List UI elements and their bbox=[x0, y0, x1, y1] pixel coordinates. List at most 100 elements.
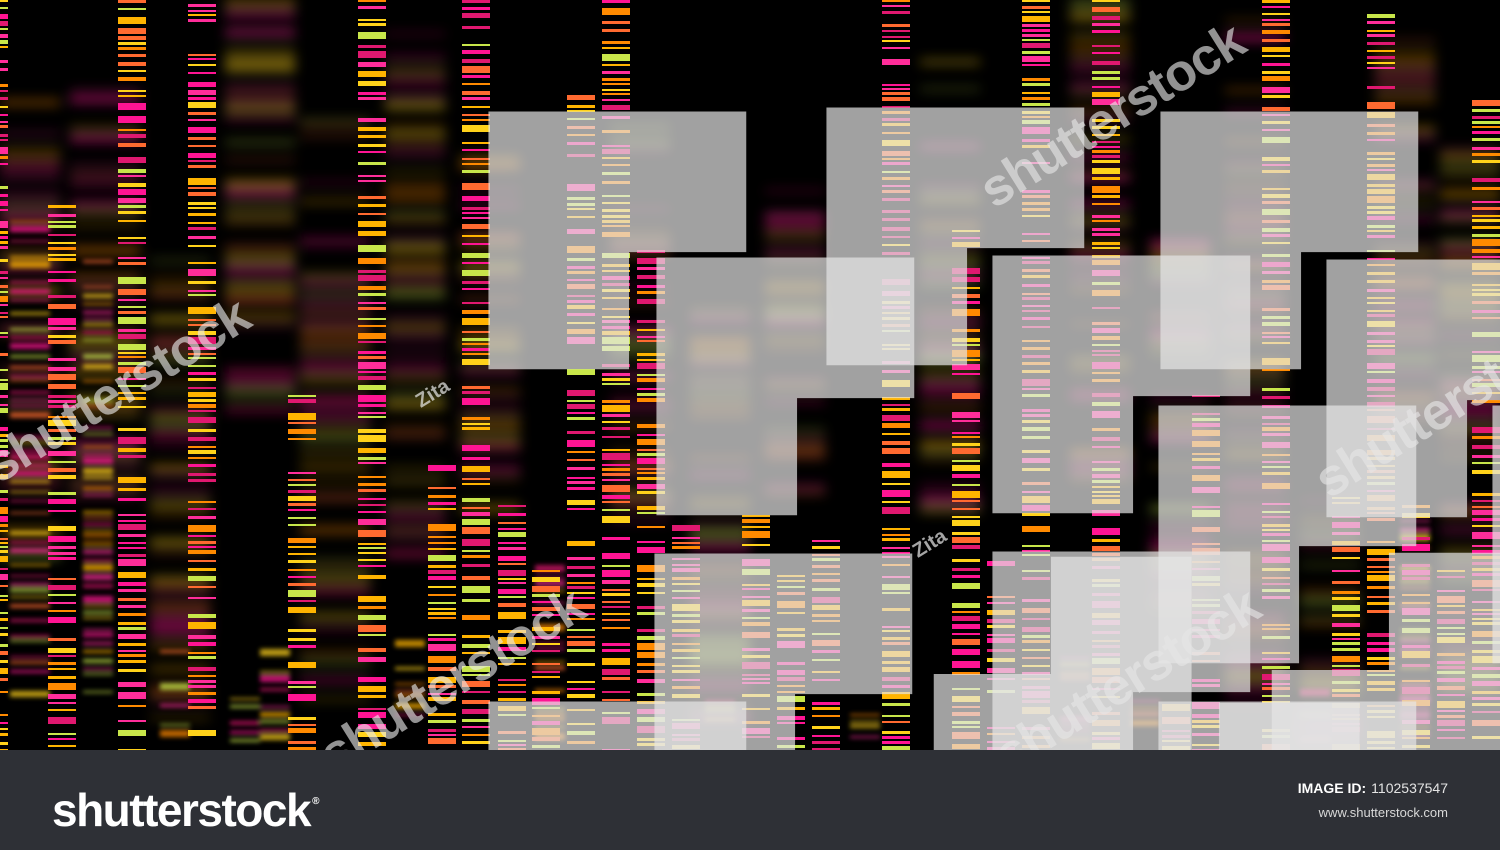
sequence-band bbox=[0, 163, 8, 165]
sequence-band bbox=[1262, 557, 1290, 563]
sequence-band bbox=[1022, 458, 1050, 463]
sequence-band bbox=[602, 464, 630, 466]
sequence-band bbox=[637, 398, 665, 402]
sequence-band bbox=[1402, 680, 1430, 682]
sequence-band bbox=[358, 293, 386, 296]
sequence-band bbox=[118, 175, 146, 177]
sequence-band bbox=[1022, 347, 1050, 350]
sequence-band bbox=[1472, 201, 1500, 203]
footer-url-link[interactable]: www.shutterstock.com bbox=[1318, 805, 1448, 820]
sequence-band bbox=[1262, 674, 1290, 680]
soft-band bbox=[395, 714, 425, 716]
sequence-band bbox=[1092, 486, 1120, 488]
sequence-band bbox=[1192, 714, 1220, 718]
soft-band bbox=[83, 318, 113, 320]
sequence-band bbox=[567, 487, 595, 490]
sequence-band bbox=[1262, 95, 1290, 98]
sequence-band bbox=[1367, 681, 1395, 685]
sequence-band bbox=[637, 565, 665, 572]
sequence-band bbox=[0, 618, 8, 621]
sequence-band bbox=[637, 275, 665, 279]
soft-band bbox=[83, 454, 113, 456]
sequence-band bbox=[358, 552, 386, 554]
sequence-band bbox=[742, 526, 770, 528]
blurred-band bbox=[225, 57, 295, 64]
sequence-band bbox=[882, 123, 910, 126]
sequence-band bbox=[0, 383, 8, 390]
sequence-band bbox=[1092, 668, 1120, 675]
sequence-band bbox=[812, 588, 840, 591]
sequence-band bbox=[567, 566, 595, 569]
sequence-band bbox=[672, 542, 700, 544]
sequence-band bbox=[1472, 256, 1500, 258]
sequence-band bbox=[882, 677, 910, 681]
sequence-band bbox=[1262, 234, 1290, 237]
sequence-band bbox=[0, 90, 8, 92]
sequence-band bbox=[602, 553, 630, 559]
soft-band bbox=[10, 261, 50, 268]
sequence-band bbox=[1437, 666, 1465, 669]
sequence-band bbox=[987, 634, 1015, 636]
sequence-band bbox=[1022, 370, 1050, 373]
sequence-band bbox=[637, 285, 665, 288]
shutterstock-logo[interactable]: shutterstock ® bbox=[52, 774, 319, 838]
sequence-band bbox=[1367, 387, 1395, 391]
sequence-band bbox=[1332, 689, 1360, 692]
sequence-band bbox=[1367, 435, 1395, 441]
sequence-band bbox=[777, 662, 805, 665]
blurred-band bbox=[385, 503, 445, 506]
sequence-band bbox=[0, 516, 8, 522]
sequence-band bbox=[462, 338, 490, 341]
sequence-band bbox=[48, 492, 76, 495]
blurred-band bbox=[385, 80, 445, 84]
sequence-band bbox=[742, 655, 770, 658]
blurred-band bbox=[300, 560, 370, 562]
blurred-band bbox=[765, 444, 825, 446]
blurred-band bbox=[70, 329, 140, 332]
blurred-band bbox=[70, 275, 140, 280]
blurred-band bbox=[765, 262, 825, 264]
sequence-band bbox=[602, 378, 630, 381]
sequence-band bbox=[1262, 652, 1290, 654]
sequence-band bbox=[358, 732, 386, 737]
sequence-band bbox=[1192, 619, 1220, 624]
blurred-band bbox=[0, 100, 60, 105]
sequence-band bbox=[1022, 139, 1050, 142]
sequence-band bbox=[1192, 487, 1220, 493]
blurred-band bbox=[385, 433, 445, 437]
sequence-band bbox=[48, 400, 76, 403]
soft-band bbox=[850, 721, 880, 723]
blurred-band bbox=[920, 382, 980, 389]
sequence-band bbox=[1192, 395, 1220, 397]
sequence-band bbox=[1262, 308, 1290, 311]
soft-band bbox=[10, 221, 50, 223]
sequence-band bbox=[1367, 450, 1395, 455]
sequence-band bbox=[1092, 737, 1120, 740]
sequence-band bbox=[1472, 580, 1500, 587]
sequence-band bbox=[118, 8, 146, 10]
sequence-band bbox=[1162, 717, 1190, 724]
sequence-band bbox=[0, 445, 8, 448]
blurred-band bbox=[690, 457, 750, 460]
sequence-band bbox=[882, 361, 910, 364]
sequence-band bbox=[1472, 703, 1500, 706]
sequence-band bbox=[1022, 215, 1050, 217]
sequence-band bbox=[882, 227, 910, 231]
sequence-band bbox=[637, 717, 665, 722]
sequence-band bbox=[0, 728, 8, 730]
sequence-band bbox=[358, 547, 386, 549]
blurred-band bbox=[1150, 608, 1210, 610]
blurred-band bbox=[1225, 328, 1285, 331]
sequence-band bbox=[1092, 354, 1120, 356]
sequence-band bbox=[742, 609, 770, 612]
sequence-band bbox=[462, 423, 490, 425]
sequence-band bbox=[952, 712, 980, 716]
sequence-band bbox=[777, 745, 805, 748]
sequence-band bbox=[1367, 196, 1395, 203]
soft-band bbox=[230, 739, 260, 742]
sequence-band bbox=[288, 503, 316, 506]
sequence-band bbox=[462, 235, 490, 237]
sequence-band bbox=[1402, 570, 1430, 575]
blurred-band bbox=[0, 528, 60, 532]
soft-band bbox=[850, 714, 880, 716]
